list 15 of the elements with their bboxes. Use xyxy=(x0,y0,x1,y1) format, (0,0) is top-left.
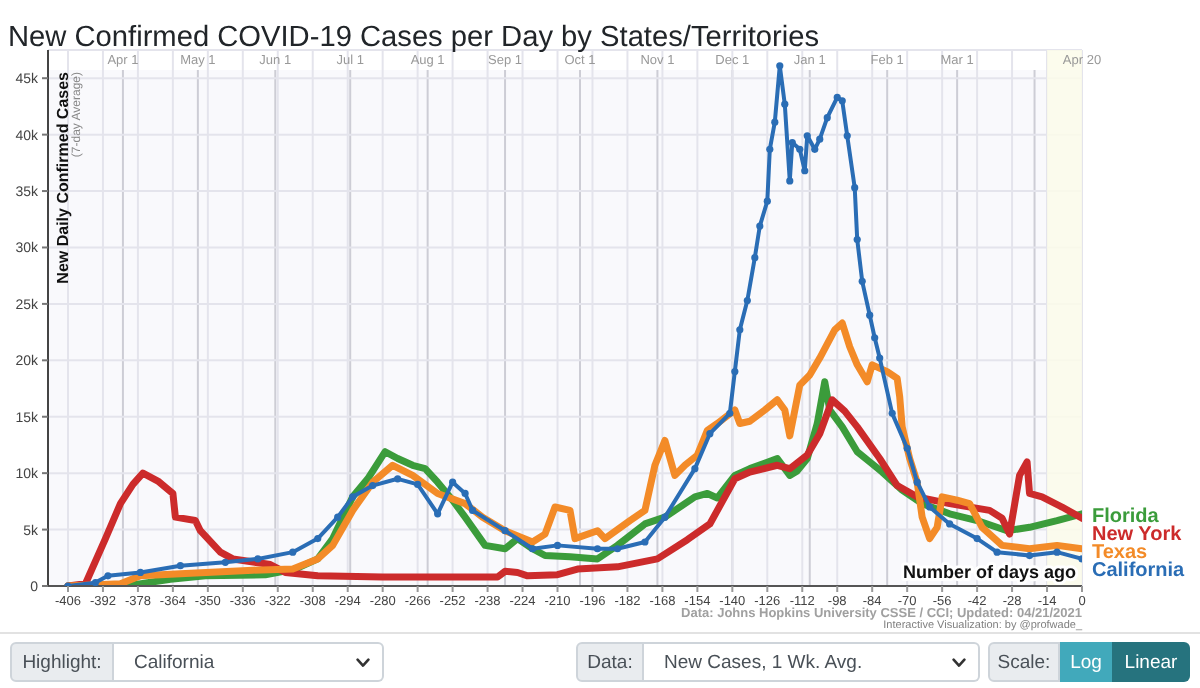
chart-title: New Confirmed COVID-19 Cases per Day by States/Territories xyxy=(8,22,820,54)
series-label: Florida xyxy=(1092,505,1160,528)
series-label: New York xyxy=(1092,523,1183,546)
field-label: Data: xyxy=(576,642,644,682)
line-series xyxy=(64,319,1082,586)
series-label: Texas xyxy=(1092,541,1149,564)
x-axis-title: Number of days ago xyxy=(902,562,1077,582)
field-label: Highlight: xyxy=(10,642,114,682)
field-label: Scale: xyxy=(988,642,1060,682)
y-axis-title: New Daily Confirmed Cases xyxy=(53,70,71,284)
toggle-button: Log xyxy=(1060,642,1112,682)
dropdown-field: New Cases, 1 Wk. Avg. xyxy=(644,642,980,682)
toggle-button: Linear xyxy=(1112,642,1190,682)
series-label: California xyxy=(1092,559,1186,582)
dropdown-field: California xyxy=(114,642,384,682)
